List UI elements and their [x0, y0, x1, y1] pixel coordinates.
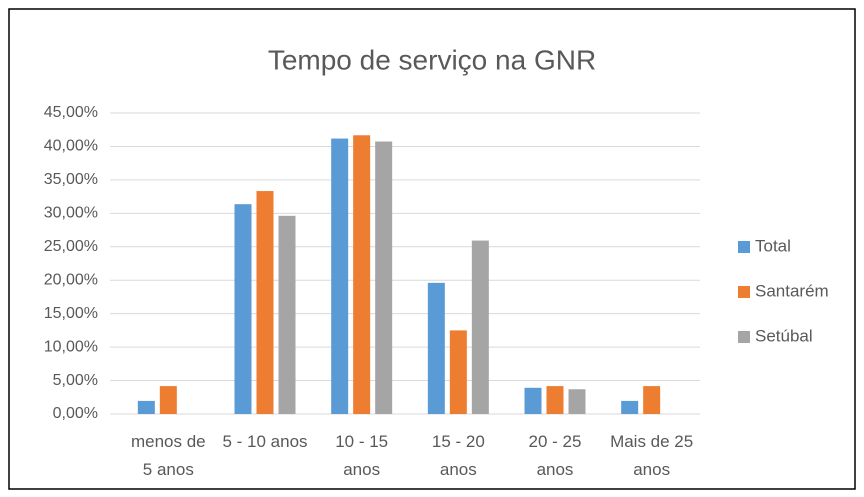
x-tick-label: 10 - 15 anos: [335, 432, 389, 479]
legend-swatch: [738, 286, 750, 298]
y-tick-label: 10,00%: [44, 338, 98, 355]
y-tick-label: 5,00%: [53, 372, 98, 389]
x-tick-label: 15 - 20 anos: [431, 432, 485, 479]
bar: [137, 400, 155, 414]
bar: [256, 191, 274, 414]
x-tick-label: Mais de 25 anos: [610, 432, 694, 479]
x-tick-label: menos de 5 anos: [130, 432, 206, 479]
bar: [524, 387, 542, 414]
x-tick-label: 5 - 10 anos: [222, 432, 308, 451]
legend-label: Santarém: [755, 281, 829, 300]
bar: [278, 215, 296, 414]
y-tick-label: 35,00%: [44, 171, 98, 188]
bar: [375, 141, 393, 414]
bar: [331, 138, 349, 414]
legend-swatch: [738, 241, 750, 253]
legend-label: Total: [755, 236, 791, 255]
bar: [159, 386, 177, 414]
y-tick-label: 0,00%: [53, 405, 98, 422]
y-tick-label: 45,00%: [44, 104, 98, 121]
y-tick-label: 30,00%: [44, 205, 98, 222]
legend-label: Setúbal: [755, 326, 813, 345]
bar: [353, 135, 371, 415]
bar: [471, 240, 489, 414]
y-tick-label: 15,00%: [44, 305, 98, 322]
bar: [234, 204, 252, 414]
chart-border: [8, 8, 856, 490]
bar: [568, 389, 586, 414]
y-tick-label: 40,00%: [44, 138, 98, 155]
chart-title: Tempo de serviço na GNR: [268, 44, 596, 75]
bar: [427, 282, 445, 414]
x-tick-label: 20 - 25 anos: [528, 432, 582, 479]
bar: [546, 386, 564, 414]
legend-swatch: [738, 331, 750, 343]
y-tick-label: 25,00%: [44, 238, 98, 255]
y-tick-label: 20,00%: [44, 271, 98, 288]
bar: [621, 400, 639, 414]
bar: [643, 386, 661, 414]
bar: [449, 330, 467, 414]
